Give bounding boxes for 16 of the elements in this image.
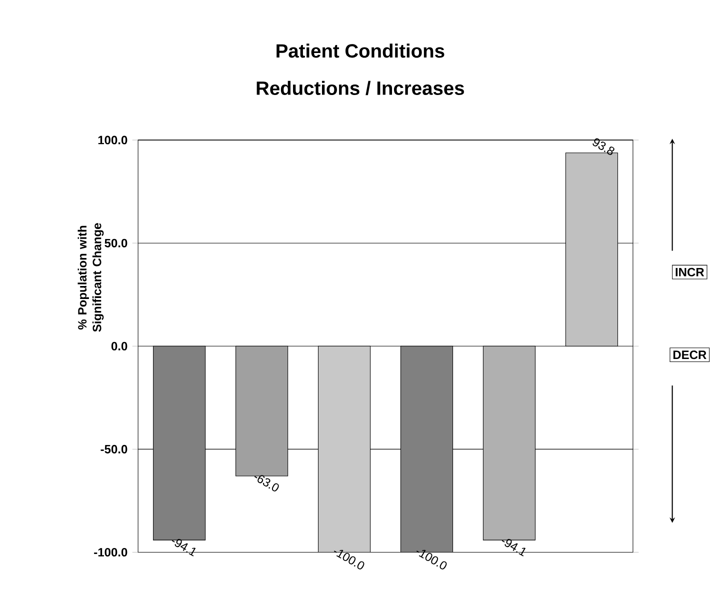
y-tick-label: -100.0 [94,548,128,557]
text: INCR [676,268,704,277]
y-tick-label: -50.0 [100,445,128,454]
data-label: -100.0 [334,550,364,570]
text: DECR [673,350,706,360]
y-tick-label: 50.0 [104,239,128,248]
data-label: 93.8 [592,138,614,156]
y-tick-label: 0.0 [111,342,128,351]
data-label: -94.1 [502,539,526,557]
y-axis-title: % Population with Significant Change [78,223,104,332]
y-tick-label: 100.0 [98,136,128,145]
data-label: -63.0 [254,475,279,492]
chart-subtitle: Reductions / Increases [256,81,464,96]
data-label: -94.1 [172,539,196,557]
data-label: -100.0 [416,550,447,570]
chart-title: Patient Conditions [276,44,444,58]
